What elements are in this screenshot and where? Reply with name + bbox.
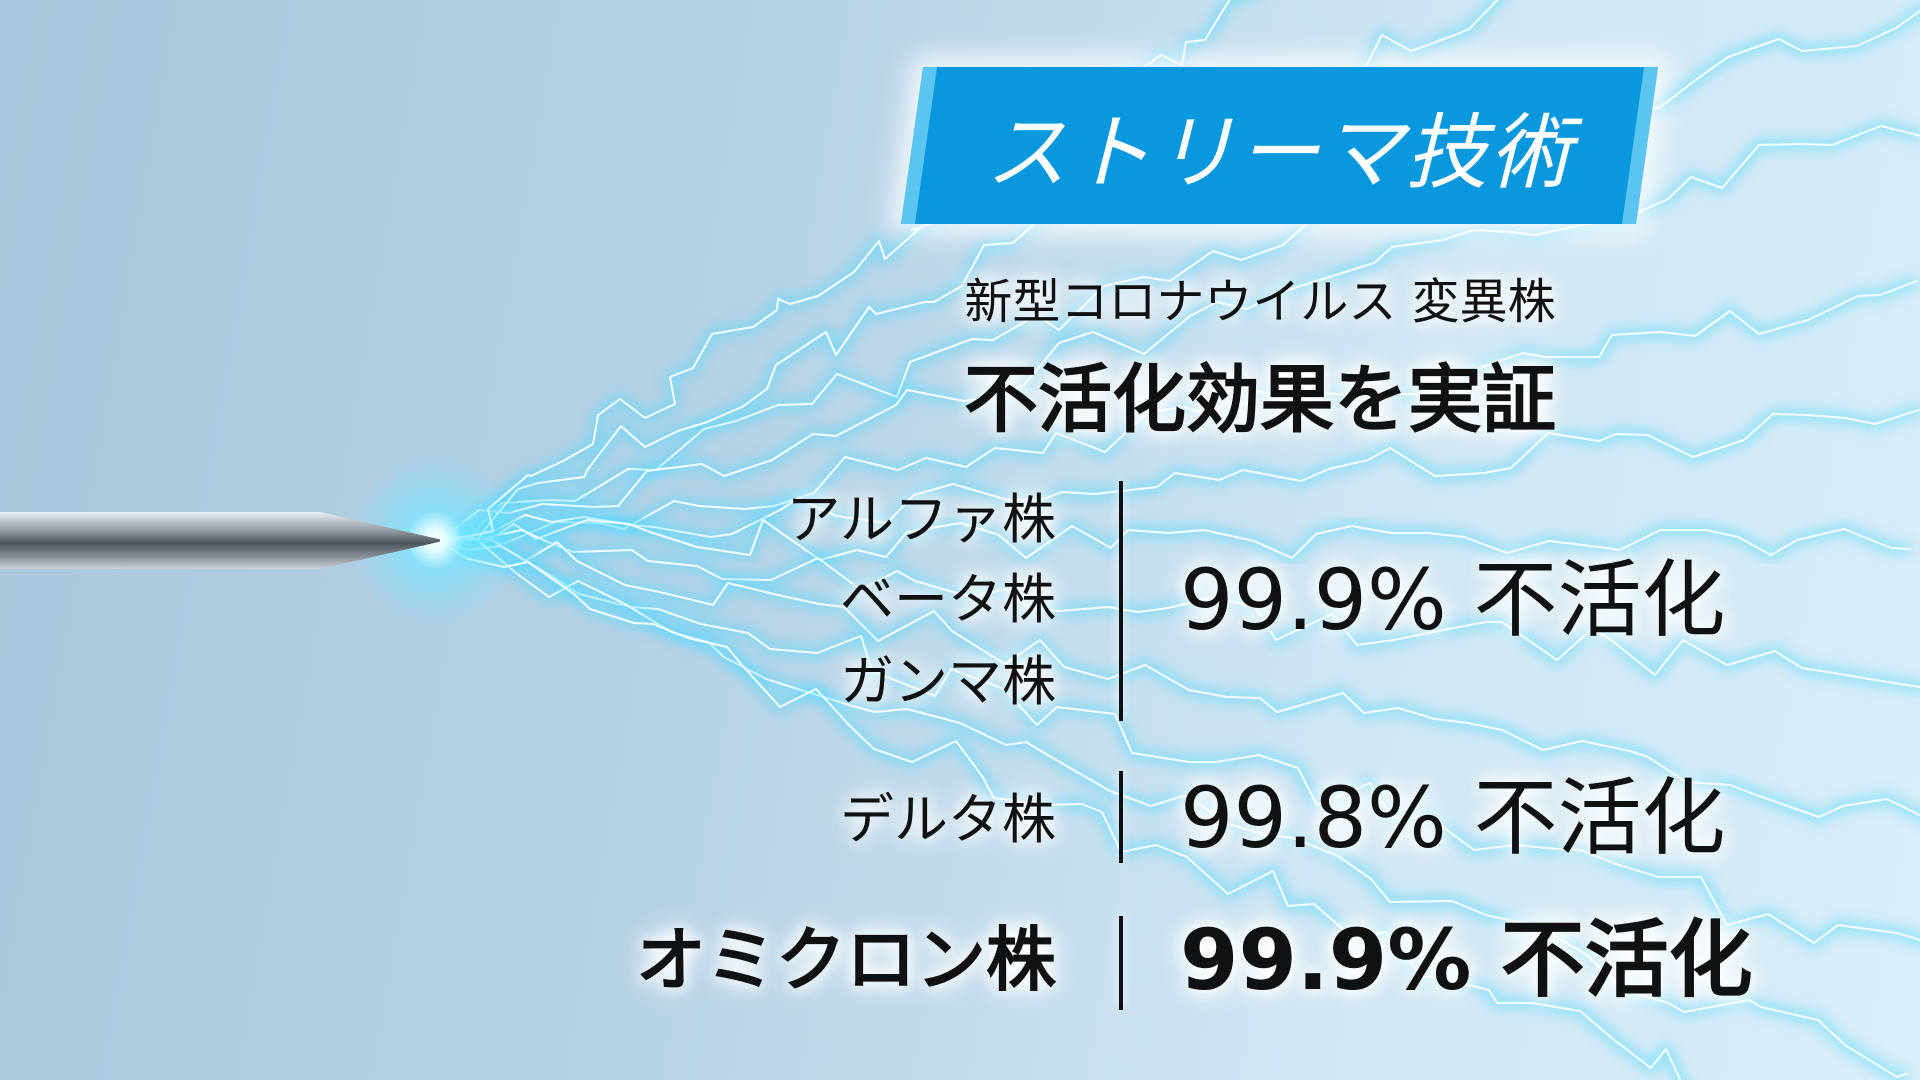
lightning-bolt xyxy=(439,538,1920,818)
lightning-bolt xyxy=(439,280,1918,545)
lightning-bolt xyxy=(439,529,1920,689)
divider xyxy=(1119,481,1123,721)
headline-title: 不活化効果を実証 xyxy=(964,357,1556,443)
strain-label: デルタ株 xyxy=(840,788,1056,851)
strain-label: ガンマ株 xyxy=(840,650,1056,713)
lightning-bolt xyxy=(439,125,1920,541)
divider xyxy=(1119,771,1123,863)
result-value: 99.8% 不活化 xyxy=(1180,769,1726,867)
result-value: 99.9% 不活化 xyxy=(1180,911,1753,1009)
lightning-bolt xyxy=(439,519,1912,561)
lightning-bolt xyxy=(439,408,1920,547)
strain-label: ベータ株 xyxy=(840,568,1056,631)
lightning-bolt xyxy=(439,9,1920,541)
lightning-bolt xyxy=(439,539,1920,944)
result-value: 99.9% 不活化 xyxy=(1180,551,1726,649)
strain-label: オミクロン株 xyxy=(636,919,1056,1001)
divider xyxy=(1119,916,1123,1010)
lightning-bolt xyxy=(439,539,1682,1080)
strain-label: アルファ株 xyxy=(786,488,1056,551)
title-banner: ストリーマ技術 xyxy=(900,67,1659,224)
banner-title: ストリーマ技術 xyxy=(985,106,1574,201)
headline-subtitle: 新型コロナウイルス 変異株 xyxy=(964,274,1556,330)
